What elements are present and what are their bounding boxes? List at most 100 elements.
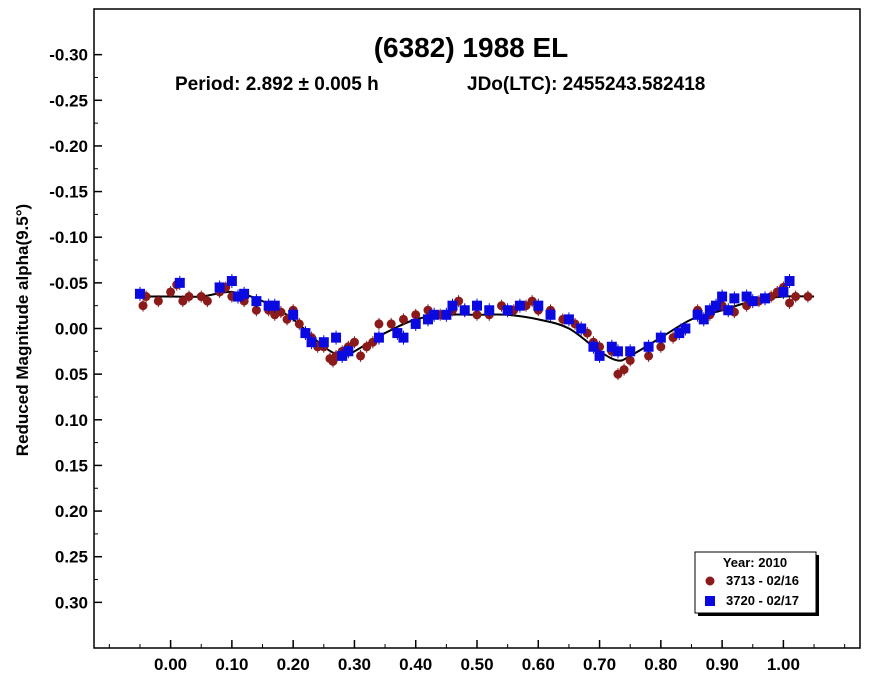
data-point bbox=[778, 286, 789, 297]
data-point bbox=[803, 292, 813, 302]
data-point bbox=[533, 300, 544, 311]
data-point bbox=[349, 337, 359, 347]
data-point bbox=[625, 355, 635, 365]
y-tick-label: -0.15 bbox=[49, 183, 88, 202]
data-point bbox=[356, 351, 366, 361]
legend-marker-3720 bbox=[705, 596, 715, 606]
data-point bbox=[594, 350, 605, 361]
chart-title: (6382) 1988 EL bbox=[374, 32, 569, 63]
y-tick-label: -0.10 bbox=[49, 228, 88, 247]
data-point bbox=[288, 309, 299, 320]
data-point bbox=[680, 323, 691, 334]
y-axis-label: Reduced Magnitude alpha(9.5°) bbox=[13, 204, 32, 456]
data-point bbox=[343, 346, 354, 357]
data-point bbox=[300, 328, 311, 339]
x-tick-label: 0.40 bbox=[399, 655, 432, 674]
x-tick-label: 0.50 bbox=[460, 655, 493, 674]
y-tick-label: 0.30 bbox=[55, 593, 88, 612]
data-point bbox=[643, 341, 654, 352]
data-point bbox=[472, 300, 482, 311]
data-point bbox=[134, 288, 145, 299]
data-point bbox=[472, 310, 482, 320]
data-point bbox=[760, 293, 771, 304]
y-tick-label: 0.10 bbox=[55, 411, 88, 430]
data-point bbox=[294, 319, 304, 329]
data-point bbox=[166, 287, 176, 297]
data-point bbox=[613, 369, 623, 379]
x-tick-label: 0.00 bbox=[154, 655, 187, 674]
data-point bbox=[563, 314, 574, 325]
data-point bbox=[441, 309, 452, 320]
data-point bbox=[374, 319, 384, 329]
data-point bbox=[656, 342, 666, 352]
data-point bbox=[655, 332, 666, 343]
y-tick-label: -0.05 bbox=[49, 274, 88, 293]
x-tick-label: 0.90 bbox=[706, 655, 739, 674]
data-point bbox=[362, 342, 372, 352]
data-point bbox=[791, 292, 801, 302]
y-tick-label: 0.15 bbox=[55, 456, 88, 475]
data-point bbox=[429, 309, 440, 320]
data-point bbox=[331, 332, 342, 343]
data-point bbox=[251, 305, 261, 315]
data-point bbox=[588, 341, 599, 352]
y-axis: -0.30 -0.25 -0.20 -0.15 -0.10 -0.05 0.00 0.05 0.… bbox=[49, 46, 102, 612]
x-tick-label: 0.30 bbox=[338, 655, 371, 674]
data-point bbox=[484, 305, 495, 316]
plot-frame bbox=[93, 8, 861, 649]
y-tick-label: 0.20 bbox=[55, 502, 88, 521]
data-point bbox=[269, 300, 280, 311]
data-point bbox=[178, 296, 188, 306]
data-point bbox=[692, 309, 703, 320]
period-label: Period: 2.892 ± 0.005 h bbox=[175, 74, 379, 95]
x-tick-label: 0.70 bbox=[583, 655, 616, 674]
legend-title: Year: 2010 bbox=[723, 555, 787, 570]
legend: Year: 2010 3713 - 02/16 3720 - 02/17 bbox=[694, 551, 819, 616]
data-point bbox=[174, 277, 185, 288]
data-point bbox=[214, 282, 225, 293]
y-tick-label: -0.25 bbox=[49, 91, 88, 110]
data-point bbox=[459, 305, 470, 316]
data-point bbox=[674, 328, 685, 339]
data-point bbox=[306, 337, 317, 348]
x-axis: 0.00 0.10 0.20 0.30 0.40 0.50 0.60 0.70 0.80 0.90… bbox=[108, 640, 846, 674]
data-point bbox=[386, 319, 396, 329]
data-point bbox=[184, 292, 194, 302]
data-point bbox=[447, 300, 458, 311]
jdo-label: JDo(LTC): 2455243.582418 bbox=[467, 74, 705, 95]
data-point bbox=[576, 323, 587, 334]
x-tick-label: 0.80 bbox=[644, 655, 677, 674]
data-point bbox=[704, 305, 715, 316]
data-point bbox=[239, 288, 250, 299]
data-point bbox=[233, 291, 244, 302]
data-point bbox=[723, 305, 734, 316]
data-point bbox=[619, 365, 629, 375]
data-point bbox=[226, 276, 237, 287]
data-point bbox=[502, 305, 513, 316]
data-point bbox=[373, 332, 384, 343]
data-point bbox=[392, 328, 403, 339]
y-tick-label: 0.05 bbox=[55, 365, 88, 384]
data-point bbox=[398, 314, 408, 324]
data-point bbox=[263, 300, 274, 311]
data-point bbox=[698, 314, 709, 325]
legend-box bbox=[694, 551, 817, 614]
x-tick-label: 0.10 bbox=[215, 655, 248, 674]
x-tick-label: 0.60 bbox=[522, 655, 555, 674]
y-tick-label: -0.30 bbox=[49, 46, 88, 65]
data-point bbox=[625, 346, 636, 357]
data-point bbox=[514, 300, 525, 311]
data-point bbox=[606, 341, 617, 352]
data-point bbox=[729, 293, 740, 304]
data-point bbox=[202, 296, 212, 306]
data-point bbox=[717, 291, 728, 302]
data-point bbox=[153, 296, 163, 306]
data-point bbox=[337, 350, 348, 361]
data-point bbox=[747, 296, 758, 307]
data-point bbox=[612, 346, 623, 357]
data-point bbox=[545, 309, 556, 320]
data-point bbox=[785, 298, 795, 308]
data-point bbox=[318, 337, 329, 348]
y-tick-label: 0.00 bbox=[55, 320, 88, 339]
